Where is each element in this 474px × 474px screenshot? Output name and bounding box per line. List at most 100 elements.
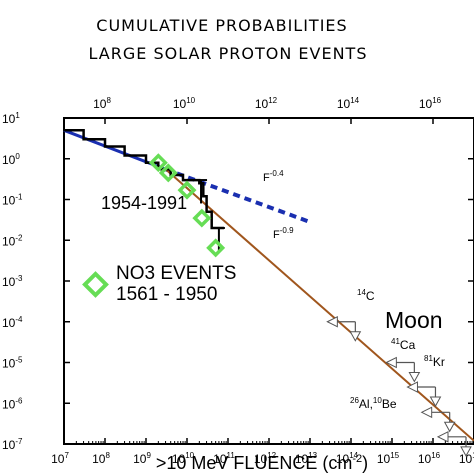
period-label: 1954-1991 [101,193,187,213]
moon-limit-left-arrow [385,356,397,369]
moon-limit-left-arrow [436,431,449,443]
events-label-line2: 1561 - 1950 [116,284,217,305]
y-tick-exp: -1 [15,193,23,202]
axis-ticks: 107 108 109 1010 1011 1012 1013 1014 1015 1016 101… [2,96,474,466]
x-tick-label: 1010 [172,451,195,466]
x-tick-exp: 9 [146,451,151,460]
c14-label: 14C [357,288,375,303]
x-axis-label-end: ) [362,453,368,473]
x-tick-exp: 12 [267,451,276,460]
moon-limit-left-arrow [406,381,418,393]
x-tick-exp: 16 [431,451,440,460]
x-tick-base: 10 [254,452,268,466]
y-tick-label: 10-4 [2,315,23,330]
series-layer [63,128,474,457]
x-top-tick-label: 1012 [255,96,278,111]
x-tick-base: 10 [336,452,350,466]
no3-event-point [177,180,197,200]
no3-event-point [158,163,178,183]
ca41-label: 41Ca [391,337,416,352]
x-tick-exp: 8 [105,451,110,460]
x-tick-base: 10 [295,452,309,466]
x-top-tick-base: 10 [337,97,351,111]
moon-limit-down-arrow [408,372,421,383]
legend-marker-no3 [82,271,109,298]
x-top-tick-base: 10 [255,97,269,111]
x-top-tick-exp: 8 [106,96,111,105]
x-axis-label: >10 MeV FLUENCE (cm-2) [156,453,368,473]
x-tick-exp: 15 [390,451,399,460]
c14-sup: 14 [357,288,366,297]
x-tick-label: 1016 [418,451,441,466]
x-tick-label: 1011 [213,451,235,466]
y-tick-label: 10-7 [2,437,23,452]
y-tick-exp: -5 [15,356,23,365]
y-tick-label: 10-6 [2,396,23,411]
x-tick-base: 10 [172,452,186,466]
series-line-f04 [164,167,311,224]
x-top-tick-exp: 12 [268,96,277,105]
al-symbol: Al, [359,397,373,411]
chart-title: CUMULATIVE PROBABILITIES [96,16,347,35]
x-tick-exp: 17 [472,451,474,460]
y-tick-exp: -3 [15,274,23,283]
be-sup: 10 [373,396,382,405]
x-top-tick-exp: 14 [350,96,359,105]
y-tick-label: 10-2 [2,233,23,248]
series-step-1954-1991 [64,129,224,230]
x-tick-base: 10 [377,452,391,466]
x-tick-label: 108 [92,451,110,466]
moon-label: Moon [385,307,443,333]
x-tick-label: 107 [51,451,69,466]
x-top-tick-base: 10 [419,97,433,111]
y-tick-base: 10 [2,112,16,126]
c14-symbol: C [366,289,375,303]
y-tick-label: 100 [2,152,20,167]
f09-base: F [273,229,280,241]
f09-label: F-0.9 [273,226,294,241]
no3-event-point [206,238,226,258]
y-tick-base: 10 [2,275,16,289]
kr81-sup: 81 [424,354,433,363]
moon-limit-left-arrow [326,315,338,328]
f09-exp: -0.9 [280,226,294,235]
x-tick-label: 1015 [377,451,400,466]
x-top-tick-exp: 16 [432,96,441,105]
f04-label: F-0.4 [263,169,284,184]
al-be-label: 26Al,10Be [350,396,397,411]
events-label-line1: NO3 EVENTS [116,263,236,284]
y-tick-base: 10 [2,316,16,330]
series-line-f09 [164,168,474,442]
x-tick-base: 10 [459,452,473,466]
y-tick-exp: -4 [15,315,23,324]
x-tick-base: 10 [418,452,432,466]
x-top-tick-label: 108 [93,96,111,111]
x-top-tick-base: 10 [93,97,107,111]
x-top-tick-base: 10 [173,97,187,111]
x-tick-base: 10 [51,452,65,466]
x-top-tick-exp: 10 [186,96,195,105]
al-sup: 26 [350,396,359,405]
y-tick-base: 10 [2,357,16,371]
y-tick-exp: 0 [15,152,20,161]
y-tick-label: 10-1 [2,193,23,208]
moon-limit-down-arrow [349,331,362,342]
moon-limit-left-arrow [420,406,433,419]
ca41-sup: 41 [391,337,400,346]
kr81-label: 81Kr [424,354,445,369]
x-tick-exp: 13 [308,451,317,460]
x-tick-label: 1013 [295,451,318,466]
x-tick-base: 10 [213,452,227,466]
no3-event-point [192,208,212,228]
y-tick-exp: -2 [15,233,23,242]
x-axis-label-main: >10 MeV FLUENCE (cm [156,453,353,473]
x-tick-exp: 11 [227,451,236,460]
y-tick-exp: 1 [15,111,20,120]
y-tick-label: 10-5 [2,356,23,371]
x-tick-exp: 10 [185,451,194,460]
ca41-symbol: Ca [400,338,416,352]
f04-exp: -0.4 [270,169,284,178]
y-tick-exp: -7 [15,437,23,446]
x-tick-label: 109 [133,451,151,466]
